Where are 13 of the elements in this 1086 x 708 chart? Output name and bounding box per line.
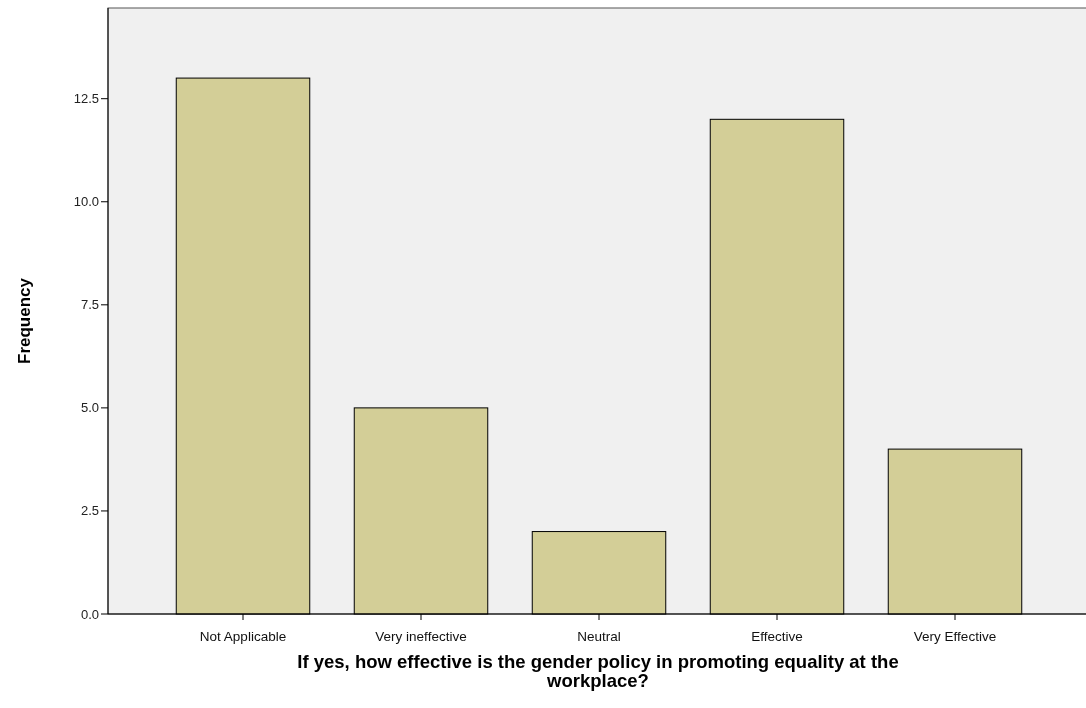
y-axis-title: Frequency xyxy=(15,277,34,364)
x-tick-label: Not Applicable xyxy=(199,629,287,644)
y-tick-label: 5.0 xyxy=(80,400,99,416)
x-tick-label: Effective xyxy=(751,629,803,644)
y-tick-label: 0.0 xyxy=(80,606,99,622)
x-tick-label: Neutral xyxy=(577,629,621,644)
x-axis-title: If yes, how effective is the gender policy in promoting equality at the workplace? xyxy=(297,651,899,691)
y-tick-label: 2.5 xyxy=(80,503,99,519)
y-tick-label: 7.5 xyxy=(80,297,99,313)
y-tick-label: 10.0 xyxy=(73,194,99,210)
y-tick-label: 12.5 xyxy=(73,91,99,107)
x-tick-label: Very ineffective xyxy=(375,629,467,644)
x-tick-label: Very Effective xyxy=(913,629,997,644)
